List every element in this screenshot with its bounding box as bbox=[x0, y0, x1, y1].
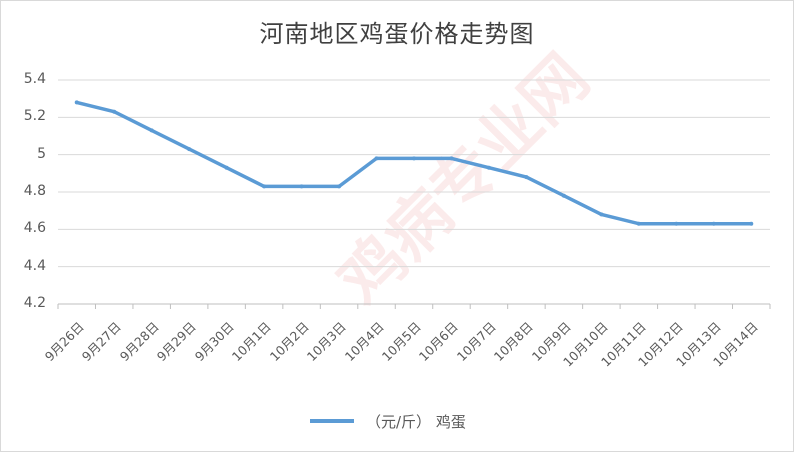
data-point bbox=[674, 221, 679, 226]
data-point bbox=[112, 109, 117, 114]
data-point bbox=[374, 156, 379, 161]
data-point bbox=[149, 128, 154, 133]
y-tick-label: 5.4 bbox=[23, 71, 46, 87]
data-point bbox=[486, 165, 491, 170]
chart-title: 河南地区鸡蛋价格走势图 bbox=[259, 20, 535, 48]
y-tick-label: 5 bbox=[37, 145, 46, 162]
data-point bbox=[636, 221, 641, 226]
data-point bbox=[299, 184, 304, 189]
y-tick-label: 5.2 bbox=[23, 108, 46, 125]
y-tick-label: 4.2 bbox=[23, 295, 46, 311]
y-tick-label: 4.4 bbox=[23, 257, 46, 274]
data-point bbox=[337, 184, 342, 189]
series-line bbox=[74, 100, 754, 226]
data-point bbox=[412, 156, 416, 161]
data-point bbox=[74, 100, 79, 105]
y-tick-label: 4.8 bbox=[23, 183, 46, 199]
data-point bbox=[711, 221, 716, 226]
legend: （元/斤） 鸡蛋 bbox=[310, 410, 466, 432]
data-point bbox=[561, 193, 566, 198]
legend-swatch bbox=[310, 419, 354, 423]
legend-label: （元/斤） 鸡蛋 bbox=[366, 412, 466, 431]
data-point bbox=[224, 165, 229, 170]
data-point bbox=[187, 147, 192, 152]
data-point bbox=[749, 221, 754, 226]
data-point bbox=[449, 156, 454, 161]
data-point bbox=[524, 175, 529, 180]
data-point bbox=[262, 184, 267, 189]
data-point bbox=[599, 212, 604, 217]
y-tick-label: 4.6 bbox=[23, 220, 46, 237]
